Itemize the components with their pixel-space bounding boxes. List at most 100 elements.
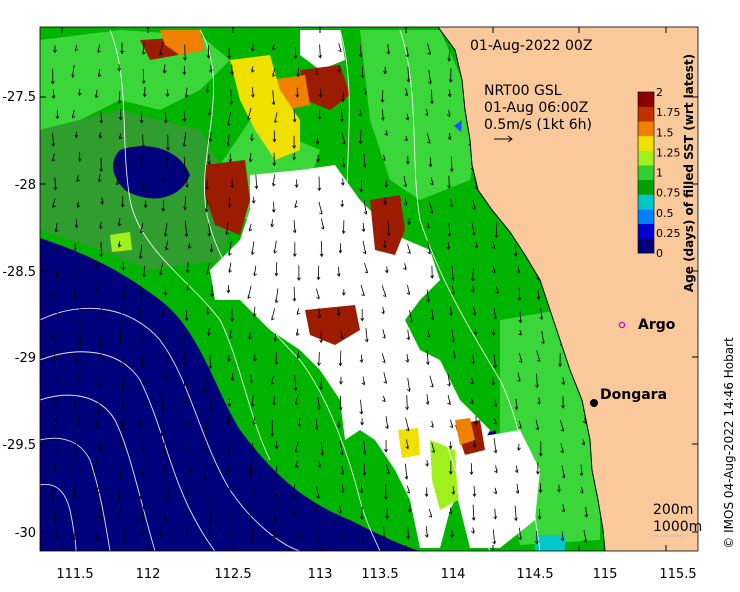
current-vector [164, 223, 168, 237]
current-vector [296, 265, 301, 281]
colorbar-tick-label: 0.25 [656, 227, 681, 240]
current-vector [426, 330, 431, 338]
current-vector [471, 504, 476, 521]
current-vectors [50, 42, 589, 545]
current-vector [449, 199, 453, 207]
current-vector [185, 526, 190, 534]
current-vector [205, 179, 210, 190]
current-vector [271, 90, 276, 106]
current-vector [405, 155, 410, 165]
current-vector [121, 355, 125, 368]
current-vector [140, 354, 145, 368]
x-tick-label: 115.5 [659, 567, 696, 582]
current-vector [582, 417, 587, 424]
current-vector [207, 108, 212, 117]
current-product-name: NRT00 GSL [484, 83, 562, 99]
current-vector [55, 310, 60, 319]
current-vector [206, 307, 210, 315]
current-vector [119, 437, 124, 446]
current-vector [383, 240, 387, 249]
current-vector [451, 329, 455, 343]
current-vector [52, 198, 56, 208]
current-vector [448, 68, 453, 83]
current-vector [270, 219, 275, 228]
bathymetry-contours [40, 29, 541, 551]
current-vector [339, 441, 344, 456]
current-vector [163, 465, 168, 482]
current-vector [141, 328, 146, 342]
current-vector [164, 156, 169, 170]
current-scale-label: 0.5m/s (1kt 6h) [484, 117, 592, 133]
current-vector [296, 351, 301, 359]
current-vector [385, 508, 390, 520]
current-vector [77, 307, 82, 324]
current-vector [446, 242, 451, 250]
current-vector [163, 111, 168, 124]
current-vector [120, 377, 125, 392]
current-vector [380, 109, 385, 121]
current-vector [253, 354, 257, 362]
current-vector [513, 245, 518, 257]
current-vector [121, 262, 126, 271]
current-vector [409, 310, 413, 323]
current-vector [230, 64, 234, 76]
current-vector [274, 465, 278, 481]
current-vector [275, 288, 279, 304]
current-vector [71, 64, 76, 78]
current-vector [380, 90, 385, 103]
current-vector [165, 373, 169, 381]
current-time: 01-Aug 06:00Z [484, 100, 588, 116]
current-vector [292, 152, 297, 161]
no-data-region [375, 360, 430, 450]
current-vector [559, 419, 565, 432]
current-vector [361, 376, 366, 386]
current-vector [54, 398, 58, 409]
current-vector [584, 506, 588, 518]
y-axis: -27.5 -28 -28.5 -29 -29.5 -30 [2, 90, 698, 541]
current-vector [358, 44, 363, 58]
current-vector [430, 309, 435, 321]
current-vector [450, 265, 455, 281]
current-vector [317, 176, 322, 192]
current-vector [319, 241, 324, 258]
current-vector [359, 179, 364, 193]
current-vector [317, 110, 322, 120]
current-vector [451, 285, 455, 295]
current-vector [362, 152, 367, 169]
current-vector [296, 308, 301, 315]
current-vector [359, 485, 364, 494]
current-vector [339, 330, 344, 339]
current-vector [118, 218, 122, 227]
current-vector [122, 527, 126, 543]
current-vector [425, 394, 430, 406]
current-vector [403, 198, 408, 206]
y-tick-label: -29.5 [2, 438, 36, 453]
blue-marker-icon [454, 120, 462, 132]
current-vector [428, 508, 433, 518]
current-vector [426, 289, 430, 303]
x-tick-label: 112.5 [214, 567, 251, 582]
current-vector [537, 397, 541, 406]
current-vector [364, 262, 369, 274]
current-vector [295, 460, 299, 469]
current-vector [319, 375, 324, 391]
current-vector [52, 463, 57, 472]
current-vector [166, 134, 170, 151]
current-vector [254, 174, 259, 190]
current-vector [360, 418, 365, 426]
current-vector [96, 399, 101, 415]
current-vector [139, 286, 144, 296]
current-vector [541, 330, 545, 345]
current-vector [292, 109, 297, 123]
current-vector [118, 241, 122, 248]
current-vector [384, 266, 389, 274]
dark-red-region [370, 195, 405, 255]
current-vector [316, 288, 320, 300]
current-vector [230, 373, 235, 382]
current-vector [162, 442, 166, 457]
current-vector [203, 465, 208, 482]
current-vector [448, 441, 453, 450]
current-vector [249, 374, 253, 384]
current-vector [340, 465, 344, 476]
current-vector [143, 398, 148, 407]
